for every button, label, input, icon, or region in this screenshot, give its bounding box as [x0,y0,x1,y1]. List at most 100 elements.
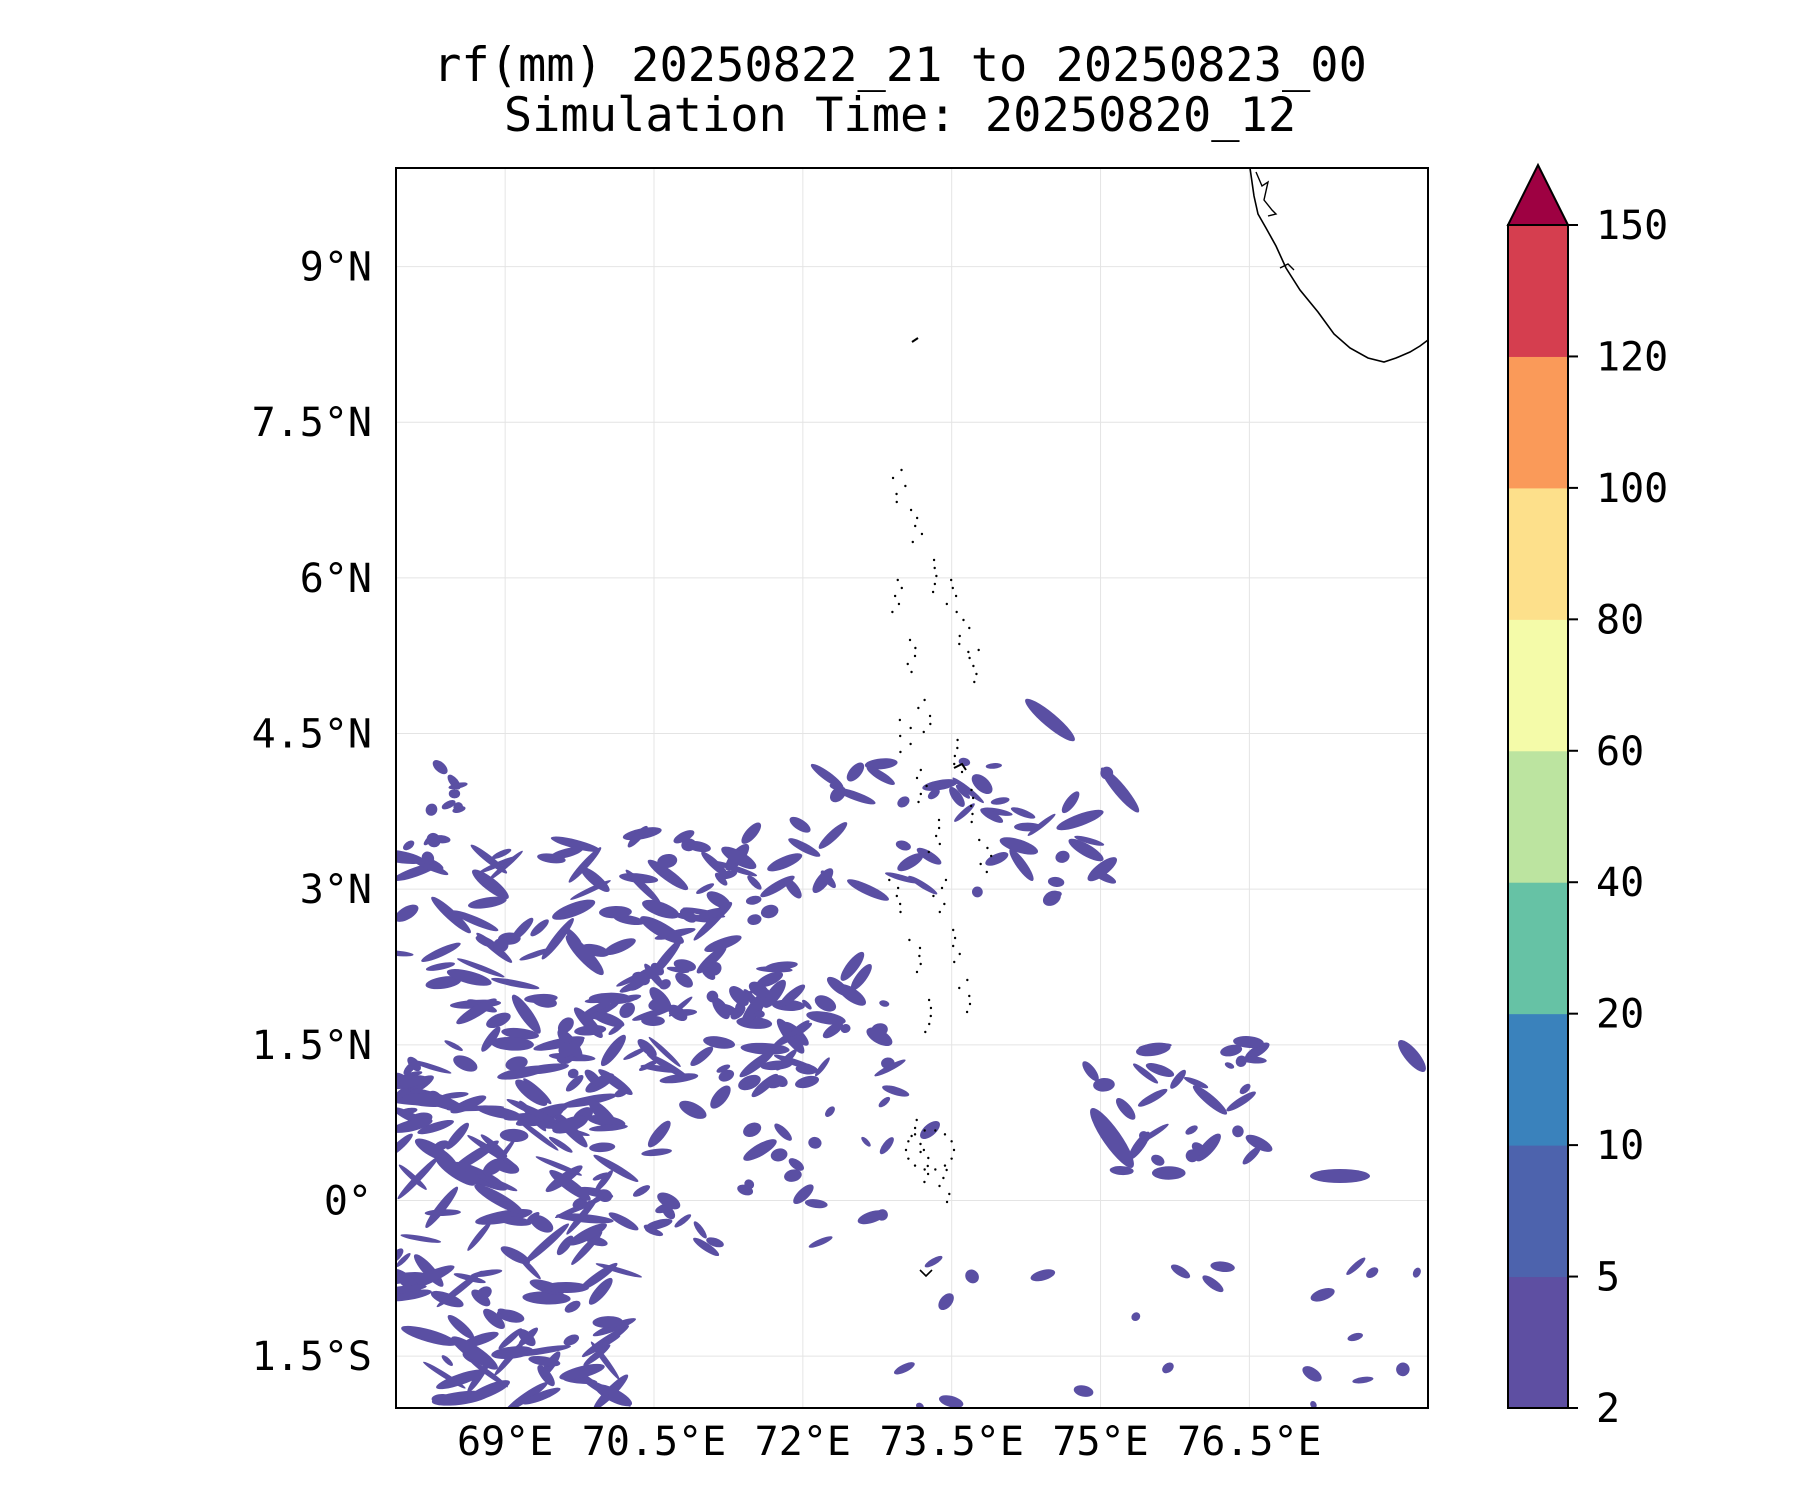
rain-cell [985,852,1009,866]
atoll-dot [958,986,961,990]
atoll-dot [915,970,919,974]
atoll-dot [893,594,897,598]
atoll-dot [917,706,920,710]
rain-cell [505,1056,528,1071]
rain-cell [603,938,636,956]
atoll-dot [968,994,971,998]
colorbar-label: 60 [1596,729,1644,775]
rain-cell [1073,1385,1094,1397]
atoll-dot [895,492,898,496]
rain-cell [864,758,898,770]
rain-cell [642,899,680,919]
colorbar-label: 150 [1596,203,1668,249]
rain-cell [743,1122,762,1138]
rain-cell [425,1186,459,1228]
rain-cell [788,1020,810,1037]
atoll-dot [968,626,971,630]
atoll-dot [977,648,980,652]
atoll-dot [937,818,941,822]
atoll-dot [965,1010,969,1014]
rain-cell [1100,767,1140,813]
rain-cell [432,760,448,775]
atoll-dot [929,722,932,726]
rain-cell [1352,1376,1374,1384]
rain-cell [474,1184,524,1214]
rain-cell [403,840,415,851]
rain-cell [1047,876,1065,887]
atoll-dot [906,662,909,666]
rain-cell [1398,1040,1426,1072]
rain-cell [693,1221,707,1239]
rain-cell [1244,1042,1270,1060]
rain-cell [1183,1077,1209,1089]
rain-cell [467,1380,510,1402]
atoll-dot [899,750,902,754]
atoll-dot [914,646,917,650]
rain-cell [440,1092,469,1099]
colorbar-bin [1508,882,1568,1015]
atoll-dot [943,1164,947,1167]
rain-cell [965,1269,979,1284]
rain-cell [674,1214,692,1228]
atoll-dot [951,944,955,948]
rain-cell [398,1164,427,1190]
rain-cell [706,891,731,909]
rain-cell [693,1237,720,1257]
rain-cell [1027,813,1056,836]
atoll-dot [923,1180,926,1184]
rain-cell [441,1355,453,1366]
rain-cell [743,1139,777,1161]
atoll-dot [926,1172,930,1176]
atoll-dot [922,730,925,734]
rain-cell [922,779,958,791]
rain-cell [847,879,889,901]
rain-cell [760,1060,793,1071]
colorbar-bin [1508,619,1568,752]
rain-cell [836,787,876,805]
atoll-dot [953,754,957,758]
rain-cell [501,1027,539,1040]
rain-cell [627,825,648,848]
atoll-dot [948,1192,951,1196]
rain-cell [568,847,602,883]
rain-cell [1191,1142,1207,1157]
colorbar-label: 120 [1596,334,1668,380]
rain-cell [511,917,534,942]
rain-cell [401,1325,458,1346]
rain-cell [938,1395,964,1408]
colorbar-bin [1508,1013,1568,1146]
rain-cell [885,872,919,884]
rain-cell [679,1100,707,1119]
atoll-dot [972,664,975,668]
colorbar-label: 2 [1596,1386,1620,1432]
rain-cell [583,1344,611,1366]
atoll-dot [945,1168,948,1172]
rain-cell [1226,1091,1256,1112]
rain-cell [1302,1366,1322,1382]
rain-cell [559,1363,605,1380]
rain-cell [491,848,512,859]
rain-cell [632,971,650,986]
rain-cell [1061,791,1080,814]
rain-cell [696,945,727,974]
rain-cell [402,1093,452,1107]
rain-cell [1310,1400,1317,1408]
rain-cell [1412,1267,1421,1278]
rain-cell [668,1004,688,1022]
atoll-dot [922,1148,926,1152]
rain-cell [623,1047,647,1060]
rain-cell [741,989,770,1026]
atoll-dot [919,1150,922,1154]
atoll-dot [973,680,976,684]
atoll-dot [913,1126,917,1130]
rain-cell [444,1040,463,1051]
rain-cell [789,816,811,833]
rain-cell [1055,850,1070,863]
atoll-dot [915,776,919,780]
rain-cell [754,1010,765,1019]
rain-cell [600,1034,626,1067]
rain-cell [482,1158,505,1176]
rain-cell [441,800,456,810]
rain-cell [448,782,468,790]
rain-cell [747,875,762,890]
